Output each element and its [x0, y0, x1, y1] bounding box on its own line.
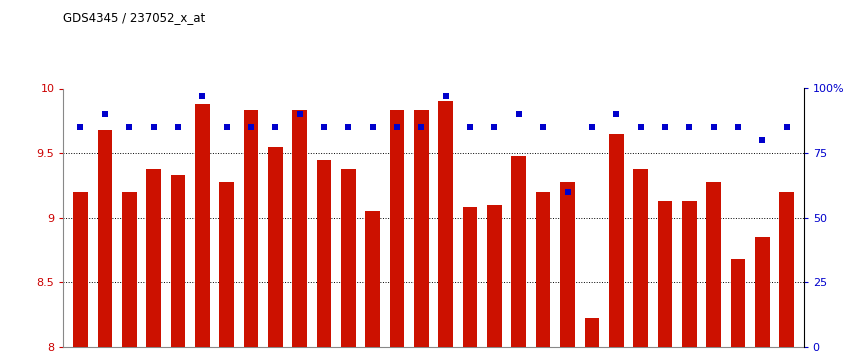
Bar	[585, 319, 599, 347]
Bar	[463, 207, 477, 347]
Bar	[219, 182, 233, 347]
Point	[731, 124, 744, 130]
Bar	[122, 192, 136, 347]
Bar	[657, 201, 673, 347]
Point	[561, 189, 574, 195]
Bar	[755, 237, 770, 347]
Point	[707, 124, 721, 130]
Bar	[487, 205, 502, 347]
Point	[195, 93, 209, 99]
Bar	[268, 147, 283, 347]
Point	[780, 124, 794, 130]
Bar	[731, 259, 745, 347]
Point	[98, 112, 112, 117]
Bar	[414, 110, 429, 347]
Bar	[560, 182, 574, 347]
Point	[390, 124, 404, 130]
Point	[74, 124, 87, 130]
Bar	[706, 182, 721, 347]
Point	[658, 124, 672, 130]
Bar	[244, 110, 258, 347]
Point	[146, 124, 160, 130]
Bar	[97, 130, 113, 347]
Point	[512, 112, 525, 117]
Bar	[634, 169, 648, 347]
Point	[536, 124, 550, 130]
Bar	[341, 169, 355, 347]
Point	[609, 112, 623, 117]
Point	[464, 124, 477, 130]
Text: GDS4345 / 237052_x_at: GDS4345 / 237052_x_at	[63, 11, 206, 24]
Bar	[74, 192, 88, 347]
Point	[123, 124, 136, 130]
Point	[415, 124, 428, 130]
Point	[585, 124, 599, 130]
Bar	[438, 101, 453, 347]
Point	[487, 124, 501, 130]
Bar	[609, 134, 624, 347]
Bar	[171, 175, 185, 347]
Point	[220, 124, 233, 130]
Bar	[316, 160, 332, 347]
Bar	[146, 169, 161, 347]
Bar	[195, 104, 210, 347]
Point	[366, 124, 380, 130]
Point	[317, 124, 331, 130]
Point	[244, 124, 258, 130]
Bar	[536, 192, 551, 347]
Point	[268, 124, 282, 130]
Bar	[682, 201, 696, 347]
Point	[342, 124, 355, 130]
Point	[634, 124, 647, 130]
Point	[755, 137, 769, 143]
Bar	[512, 156, 526, 347]
Point	[171, 124, 184, 130]
Point	[293, 112, 306, 117]
Bar	[390, 110, 404, 347]
Bar	[779, 192, 794, 347]
Point	[683, 124, 696, 130]
Bar	[365, 211, 380, 347]
Bar	[293, 110, 307, 347]
Point	[439, 93, 453, 99]
